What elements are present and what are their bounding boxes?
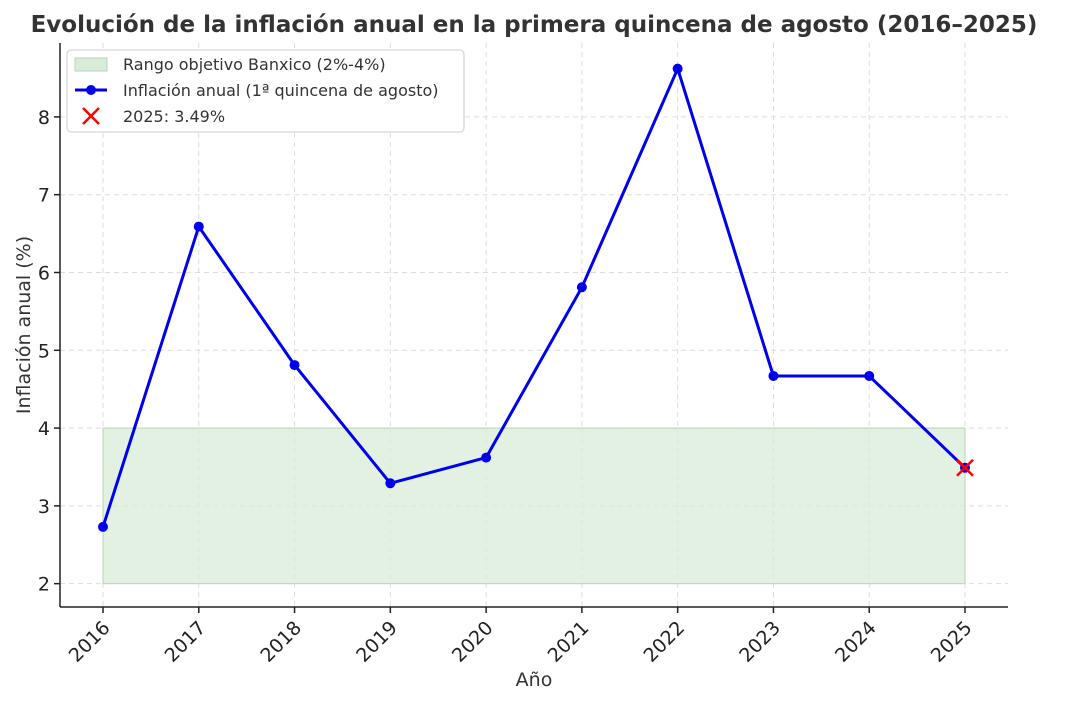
legend-highlight-stroke: [82, 107, 100, 125]
target-band-rect: [102, 427, 966, 585]
x-tick-label: 2021: [544, 617, 594, 667]
y-tick-label: 4: [38, 418, 50, 440]
x-tick-labels: 2016 2017 2018 2019 2020 2021 2022 2023 2024 2025: [65, 607, 977, 667]
data-point: [672, 63, 683, 74]
data-point: [481, 452, 492, 463]
legend-band-swatch: [74, 57, 108, 72]
y-tick-label: 2: [38, 574, 50, 596]
target-band: [102, 427, 966, 585]
x-tick-label: 2020: [448, 617, 498, 667]
chart-title: Evolución de la inflación anual en la pr…: [31, 12, 1038, 38]
x-tick-label: 2016: [65, 617, 115, 667]
legend-series-marker: [86, 85, 96, 95]
highlight-marker-stroke: [956, 458, 974, 477]
data-point: [193, 221, 204, 232]
y-axis-label: Inflación anual (%): [13, 236, 35, 414]
y-tick-label: 7: [38, 185, 50, 207]
y-tick-label: 6: [38, 262, 50, 284]
x-tick-label: 2025: [927, 617, 977, 667]
y-tick-label: 5: [38, 340, 50, 362]
data-point: [864, 370, 875, 381]
x-tick-label: 2019: [352, 617, 402, 667]
legend: Rango objetivo Banxico (2%-4%) Inflación…: [66, 49, 465, 133]
series-layer: [98, 63, 970, 532]
series-line: [101, 67, 967, 528]
data-point: [768, 370, 779, 381]
legend-highlight-marker: [82, 107, 100, 125]
data-point: [289, 360, 300, 371]
legend-series-label: Inflación anual (1ª quincena de agosto): [123, 81, 439, 100]
legend-band-label: Rango objetivo Banxico (2%-4%): [123, 55, 386, 74]
x-tick-label: 2024: [831, 617, 881, 667]
x-axis-label: Año: [516, 669, 553, 691]
axes: [59, 43, 1008, 608]
x-tick-label: 2022: [639, 617, 689, 667]
y-tick-label: 8: [38, 107, 50, 129]
data-point: [576, 282, 587, 293]
y-tick-labels: 2 3 4 5 6 7 8: [38, 107, 60, 596]
legend-frame: [66, 49, 465, 133]
x-tick-label: 2017: [161, 617, 211, 667]
x-tick-label: 2018: [256, 617, 306, 667]
data-point: [98, 521, 108, 532]
legend-highlight-label: 2025: 3.49%: [123, 107, 225, 126]
y-tick-label: 3: [38, 496, 50, 518]
data-point: [385, 478, 396, 489]
highlight-layer: [956, 458, 974, 477]
x-tick-label: 2023: [735, 617, 785, 667]
